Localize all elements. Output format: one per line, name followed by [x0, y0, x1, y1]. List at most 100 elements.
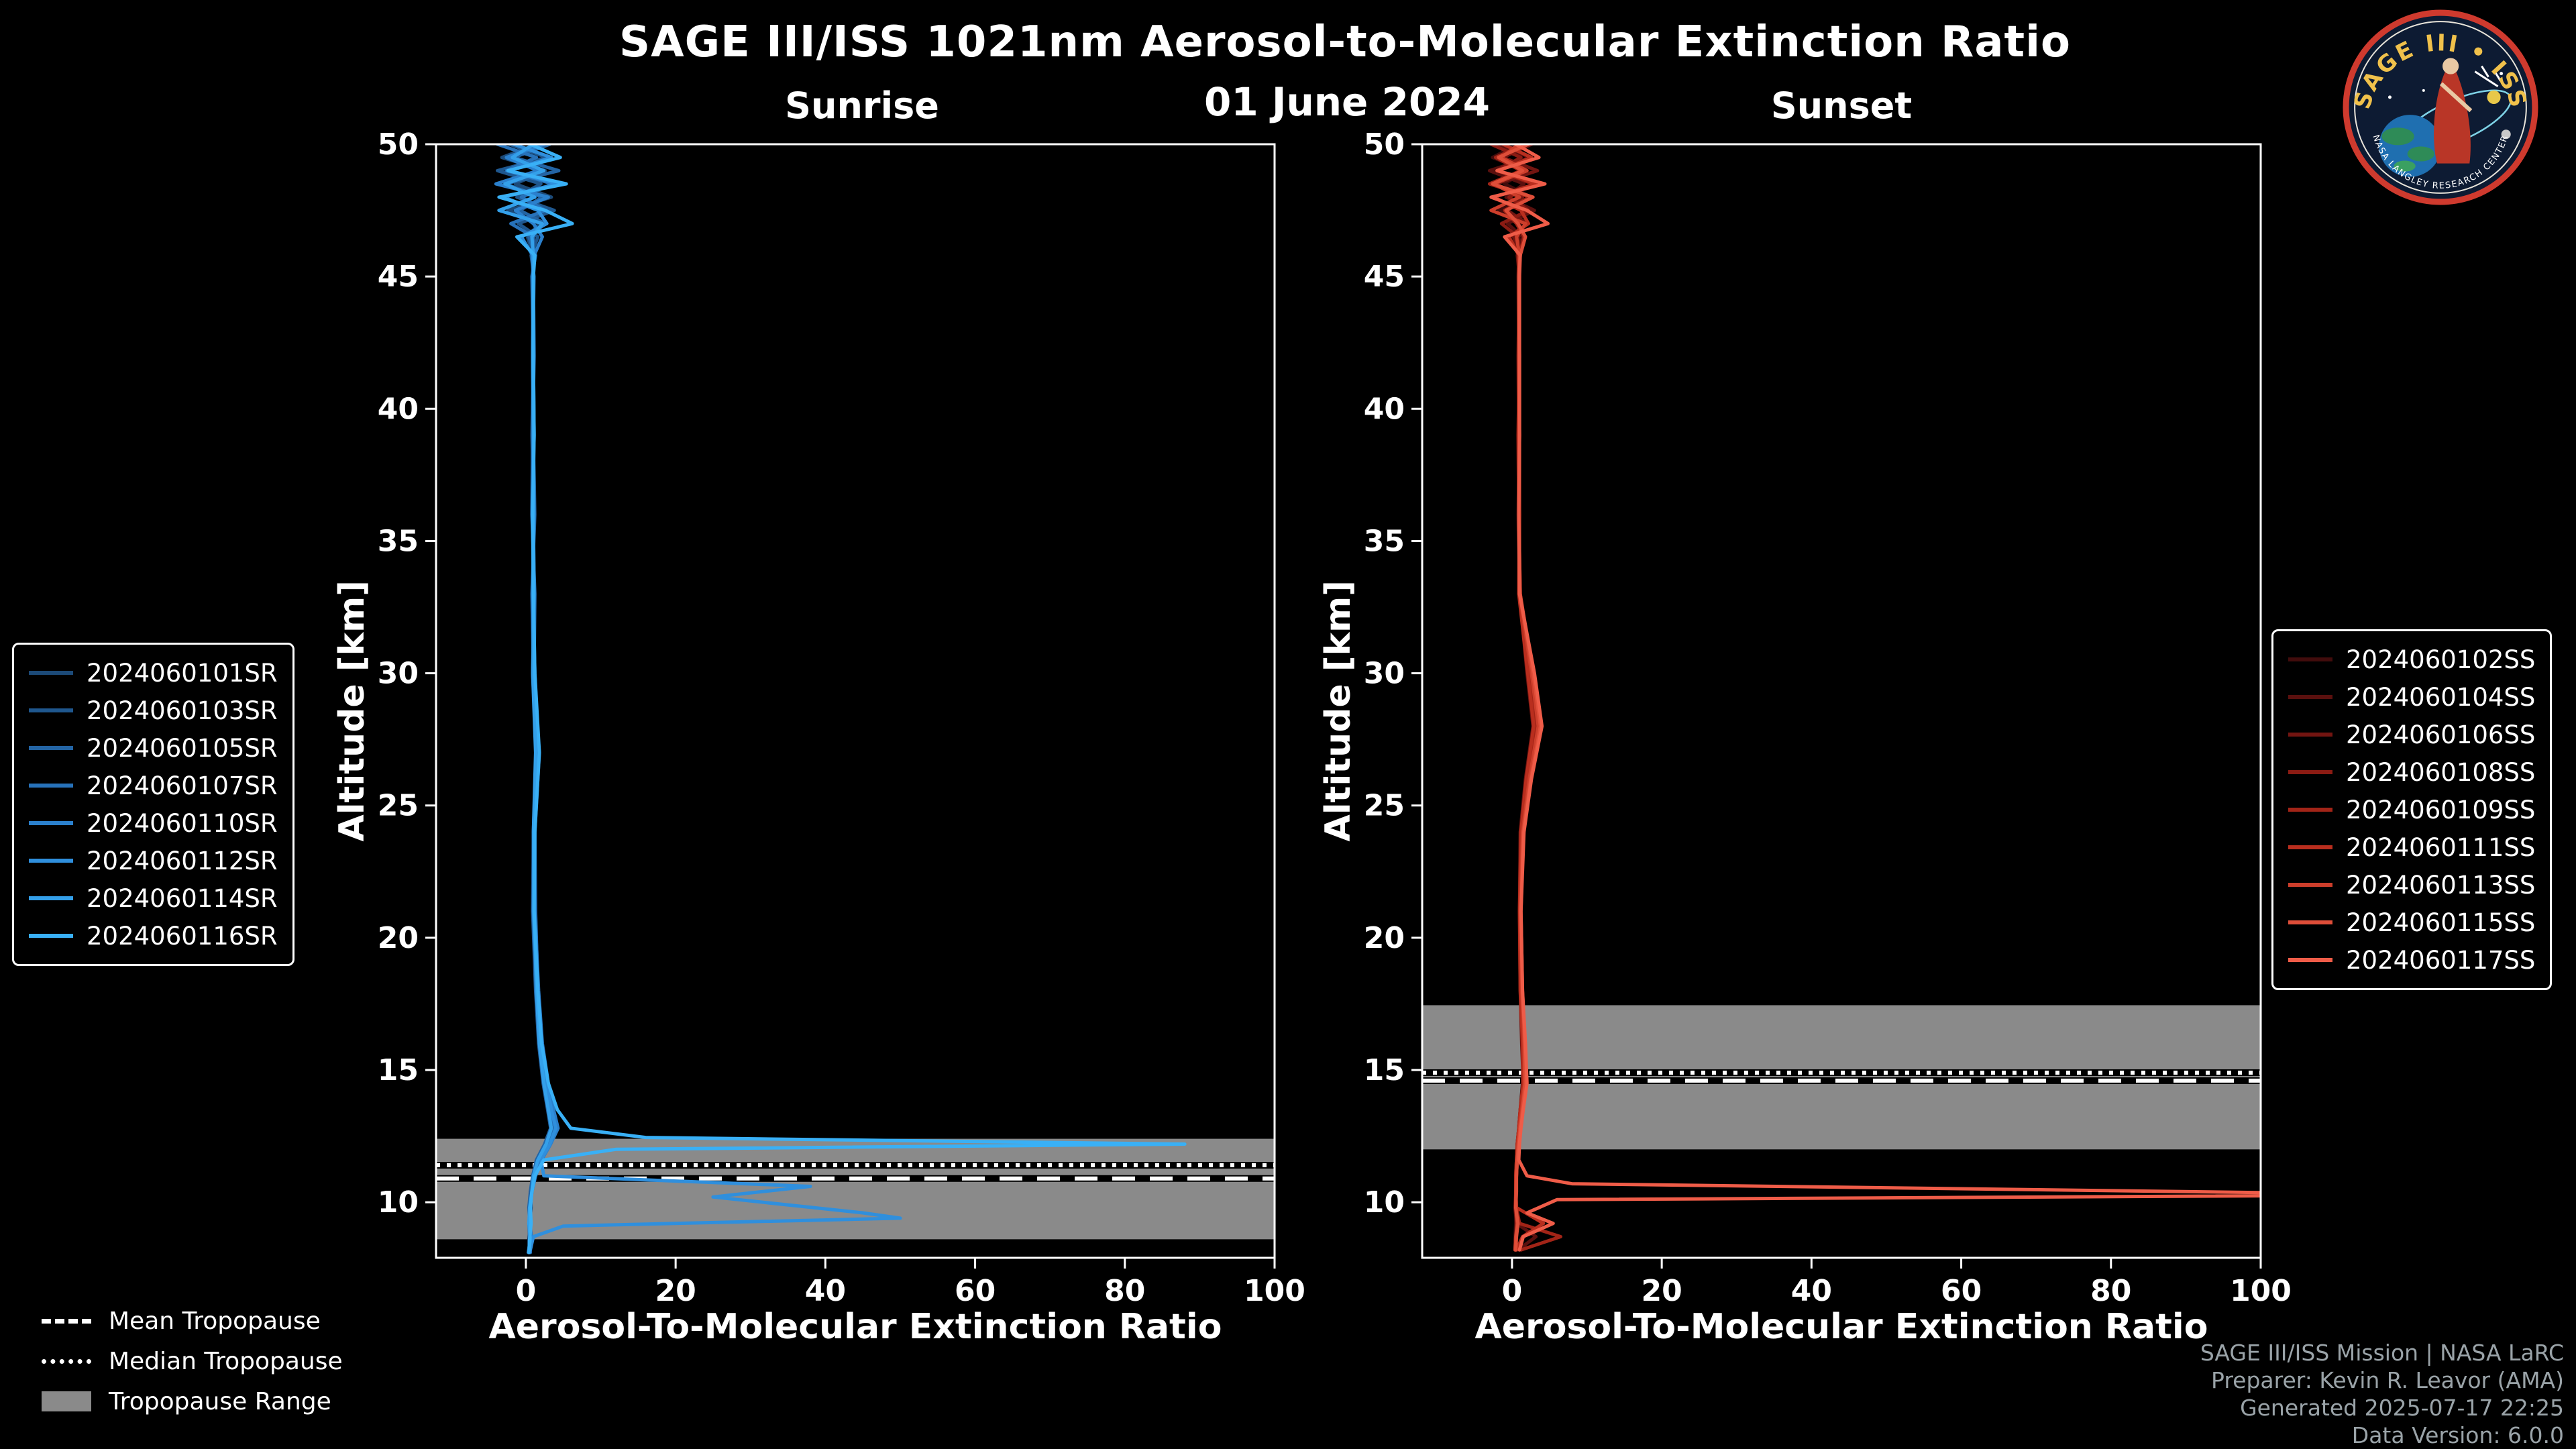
logo-figure [2434, 58, 2473, 164]
legend-line-swatch [29, 821, 73, 825]
legend-item: 2024060109SS [2288, 791, 2535, 828]
y-tick-label: 20 [1364, 921, 1405, 955]
legend-item: 2024060101SR [29, 654, 278, 692]
legend-line-swatch [29, 859, 73, 863]
sunrise-x-axis-label: Aerosol-To-Molecular Extinction Ratio [488, 1307, 1222, 1347]
patch-inner-ring [2354, 21, 2527, 194]
credit-version: Data Version: 6.0.0 [2351, 1422, 2564, 1448]
legend-label: 2024060109SS [2346, 795, 2536, 824]
legend-label: 2024060113SS [2346, 870, 2536, 900]
legend-line-swatch [29, 671, 73, 675]
credits-block: SAGE III/ISS Mission | NASA LaRC Prepare… [2200, 1339, 2564, 1449]
y-tick-label: 45 [1364, 260, 1405, 294]
legend-line-swatch [2288, 920, 2332, 924]
iss-sketch [2474, 65, 2502, 88]
legend-item: 2024060105SR [29, 729, 278, 767]
credit-preparer: Preparer: Kevin R. Leavor (AMA) [2211, 1367, 2564, 1393]
legend-line-swatch [29, 896, 73, 900]
legend-line-swatch [2288, 808, 2332, 812]
legend-item: 2024060104SS [2288, 678, 2535, 716]
series-line-2024060112SR [501, 144, 902, 1252]
x-tick-label: 0 [1502, 1274, 1523, 1308]
legend-line-swatch [2288, 770, 2332, 774]
x-tick-label: 60 [955, 1274, 996, 1308]
y-tick-label: 30 [378, 657, 419, 691]
legend-line-swatch [2288, 958, 2332, 962]
y-tick-label: 50 [1364, 127, 1405, 162]
sunrise-plot: 0 20 40 60 80 100 10 15 20 25 30 35 40 45 50 [378, 127, 1305, 1308]
legend-line-swatch [2288, 883, 2332, 887]
legend-label: 2024060101SR [87, 658, 278, 688]
figure-date: 01 June 2024 [1203, 79, 1491, 125]
sunset-legend: 2024060102SS 2024060104SS 2024060106SS 2024… [2271, 629, 2553, 990]
logo-moon [2487, 90, 2501, 104]
y-tick-label: 35 [378, 524, 419, 558]
plot-border [435, 143, 1276, 1259]
credit-generated: Generated 2025-07-17 22:25 [2240, 1395, 2564, 1421]
median-tropopause-legend-item: Median Tropopause [42, 1347, 343, 1375]
legend-line-swatch [2288, 657, 2332, 661]
legend-item: 2024060116SR [29, 917, 278, 955]
tropopause-range-label: Tropopause Range [109, 1387, 331, 1415]
x-tick-label: 80 [1104, 1274, 1145, 1308]
legend-item: 2024060103SR [29, 692, 278, 729]
legend-label: 2024060111SS [2346, 833, 2536, 862]
dotted-line-icon [42, 1358, 91, 1364]
series-line-2024060114SR [497, 144, 553, 1254]
legend-item: 2024060111SS [2288, 828, 2535, 866]
legend-label: 2024060108SS [2346, 757, 2536, 787]
series-line-2024060116SR [497, 144, 1187, 1254]
legend-label: 2024060104SS [2346, 682, 2536, 712]
legend-item: 2024060107SR [29, 767, 278, 804]
legend-label: 2024060114SR [87, 883, 278, 913]
x-tick-label: 20 [1642, 1274, 1682, 1308]
y-tick-label: 25 [378, 789, 419, 823]
sunrise-y-axis-label: Altitude [km] [332, 580, 372, 842]
legend-line-swatch [29, 708, 73, 712]
legend-line-swatch [2288, 695, 2332, 699]
y-tick-label: 40 [378, 392, 419, 426]
tropopause-range-band [436, 1138, 1275, 1240]
y-tick-label: 35 [1364, 524, 1405, 558]
sunset-x-axis-label: Aerosol-To-Molecular Extinction Ratio [1474, 1307, 2208, 1347]
legend-label: 2024060115SS [2346, 908, 2536, 937]
mean-tropopause-label: Mean Tropopause [109, 1307, 321, 1335]
x-tick-label: 100 [1244, 1274, 1305, 1308]
legend-line-swatch [29, 746, 73, 750]
x-tick-label: 20 [655, 1274, 696, 1308]
legend-item: 2024060102SS [2288, 641, 2535, 678]
legend-item: 2024060113SS [2288, 866, 2535, 904]
legend-label: 2024060103SR [87, 696, 278, 725]
tropopause-legend: Mean Tropopause Median Tropopause Tropop… [42, 1307, 343, 1415]
y-tick-label: 10 [1364, 1185, 1405, 1220]
x-tick-label: 100 [2230, 1274, 2292, 1308]
sunset-y-axis-label: Altitude [km] [1318, 580, 1358, 842]
logo-earth [2379, 115, 2442, 177]
sunrise-panel-title: Sunrise [785, 85, 939, 127]
figure-title: SAGE III/ISS 1021nm Aerosol-to-Molecular… [619, 17, 2071, 67]
sunrise-legend: 2024060101SR 2024060103SR 2024060105SR 2024… [12, 643, 294, 966]
legend-line-swatch [29, 784, 73, 788]
series-line-2024060117SS [1489, 144, 2261, 1252]
legend-line-swatch [2288, 845, 2332, 849]
y-tick-label: 40 [1364, 392, 1405, 426]
median-tropopause-label: Median Tropopause [109, 1347, 343, 1375]
plot-border [1421, 143, 2262, 1259]
legend-label: 2024060105SR [87, 733, 278, 763]
y-tick-label: 25 [1364, 789, 1405, 823]
y-tick-label: 30 [1364, 657, 1405, 691]
legend-label: 2024060107SR [87, 771, 278, 800]
sunset-panel-title: Sunset [1770, 85, 1913, 127]
y-tick-label: 10 [378, 1185, 419, 1220]
x-tick-label: 60 [1941, 1274, 1982, 1308]
logo-planet [2501, 129, 2511, 140]
legend-label: 2024060112SR [87, 846, 278, 875]
legend-item: 2024060110SR [29, 804, 278, 842]
y-tick-label: 20 [378, 921, 419, 955]
mean-tropopause-legend-item: Mean Tropopause [42, 1307, 343, 1335]
credit-mission: SAGE III/ISS Mission | NASA LaRC [2200, 1340, 2564, 1366]
legend-line-swatch [2288, 733, 2332, 737]
legend-label: 2024060117SS [2346, 945, 2536, 975]
logo-stars [2387, 48, 2504, 99]
